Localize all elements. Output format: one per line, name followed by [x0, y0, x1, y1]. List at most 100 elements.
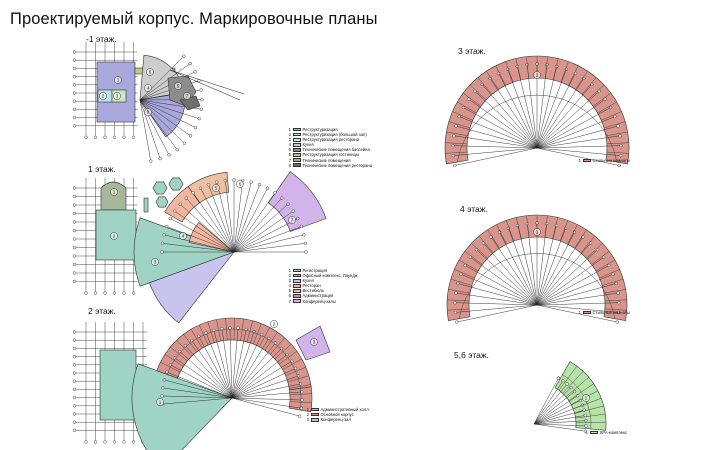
cell-divider — [601, 111, 622, 121]
axis-marker — [584, 424, 588, 428]
axis-extension — [221, 328, 224, 341]
axis-marker — [473, 89, 477, 93]
zone-marker — [288, 216, 296, 224]
axis-marker — [199, 88, 203, 92]
axis-marker — [619, 153, 623, 158]
zone-number: 1 — [113, 190, 116, 195]
axis-extension — [574, 236, 584, 249]
cell-divider — [486, 70, 499, 90]
radial-axis-line — [231, 348, 263, 399]
axis-marker — [191, 191, 195, 195]
radial-axis-line — [536, 121, 602, 149]
axis-extension — [575, 420, 586, 422]
axis-marker — [84, 440, 88, 444]
radial-axis-line — [475, 114, 538, 149]
axis-marker — [72, 254, 77, 258]
legend-number: 1 — [288, 268, 291, 273]
axis-extension — [293, 243, 306, 245]
zone-number: 2 — [273, 322, 276, 327]
axis-marker — [197, 117, 201, 121]
radial-axis-line — [233, 212, 280, 253]
axis-extension — [284, 368, 296, 374]
radial-axis-line — [233, 206, 274, 253]
radial-axis-line — [231, 341, 244, 399]
axis-marker — [584, 419, 588, 423]
floor-label-f2: 2 этаж. — [88, 306, 116, 316]
axis-marker — [474, 248, 479, 252]
radial-axis-line — [472, 121, 538, 149]
radial-axis-line — [512, 82, 538, 149]
axis-marker — [561, 379, 565, 383]
radial-axis-line — [198, 350, 233, 399]
radial-axis-line — [536, 279, 601, 306]
legend-swatch — [310, 412, 319, 417]
radial-axis-line — [233, 193, 249, 253]
axis-extension — [170, 218, 181, 225]
axis-marker — [603, 97, 607, 101]
cell-divider — [560, 220, 569, 242]
zone-number: 7 — [186, 94, 189, 99]
axis-marker — [265, 186, 270, 190]
axis-marker — [595, 248, 600, 252]
axis-marker — [457, 114, 461, 119]
legend-item: 8 Технические помещения ресторана — [286, 163, 372, 168]
radial-axis-line — [479, 107, 538, 149]
legend-number: 1 — [306, 407, 309, 412]
axis-marker — [72, 66, 77, 71]
axis-marker — [232, 178, 236, 182]
axis-extension — [592, 257, 604, 266]
radial-axis-line — [520, 79, 538, 149]
legend-text: Технические помещения ресторана — [302, 162, 372, 168]
zone-main-building — [156, 317, 312, 391]
axis-extension — [569, 395, 578, 402]
axis-extension — [186, 197, 195, 208]
axis-marker — [583, 413, 587, 418]
radial-axis-line — [174, 396, 233, 399]
legend-text: Кухня — [302, 142, 314, 148]
axis-extension — [161, 140, 170, 155]
legend-text: Реструктуризация — [302, 127, 338, 132]
axis-extension — [587, 249, 598, 260]
axis-line — [169, 69, 241, 101]
radial-axis-line — [536, 258, 588, 306]
axis-extension — [256, 334, 262, 346]
axis-marker — [619, 144, 623, 148]
axis-marker — [72, 330, 77, 334]
axis-marker — [93, 135, 98, 139]
axis-extension — [172, 131, 185, 144]
axis-extension — [183, 113, 200, 119]
legend-number: 5 — [288, 147, 291, 153]
radial-axis-line — [533, 412, 575, 425]
axis-marker — [149, 159, 153, 163]
axis-extension — [470, 257, 482, 266]
cell-divider — [568, 65, 579, 86]
axis-extension — [179, 351, 189, 360]
radial-axis-line — [470, 304, 538, 320]
axis-marker — [453, 163, 457, 168]
radial-axis-line — [536, 82, 562, 149]
radial-axis-line — [233, 195, 256, 253]
legend-item: 4 Ресторан — [286, 283, 358, 288]
axis-marker — [72, 83, 77, 87]
legend-item: 2 Основной корпус — [304, 412, 369, 417]
legend-number: 7 — [288, 298, 291, 304]
legend-item: 1 Административный холл — [304, 407, 369, 412]
cell-divider — [574, 229, 587, 249]
axis-extension — [588, 91, 600, 101]
axis-marker — [72, 115, 77, 120]
radial-axis-line — [231, 397, 290, 407]
axis-extension — [290, 226, 302, 231]
radial-axis-line — [536, 253, 582, 306]
radial-axis-line — [231, 397, 290, 400]
axis-extension — [177, 63, 191, 74]
cell-divider — [495, 65, 506, 86]
radial-axis-line — [180, 223, 235, 253]
axis-marker — [72, 271, 77, 275]
axis-marker — [72, 354, 77, 359]
axis-extension — [283, 210, 294, 219]
axis-marker — [296, 216, 300, 221]
axis-extension — [453, 154, 468, 156]
cell-divider — [478, 235, 494, 254]
axis-marker — [597, 89, 601, 93]
axis-extension — [499, 231, 507, 245]
